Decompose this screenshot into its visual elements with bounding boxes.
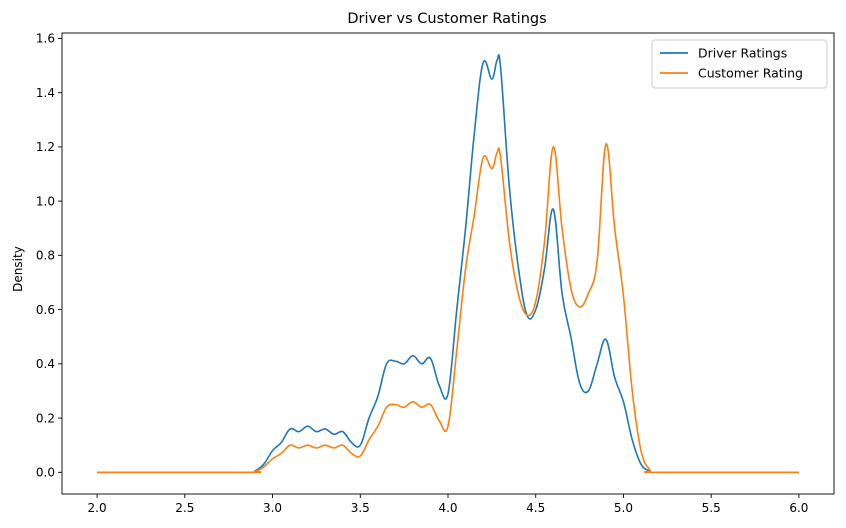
x-tick-label: 2.0 <box>88 501 107 515</box>
legend: Driver Ratings Customer Rating <box>651 39 828 89</box>
y-axis-label: Density <box>11 246 25 292</box>
y-tick-label: 1.0 <box>36 194 55 208</box>
series-line-driver-ratings <box>97 54 799 474</box>
x-tick-label: 5.0 <box>614 501 633 515</box>
x-axis: 2.0 2.5 3.0 3.5 4.0 4.5 5.0 5.5 6.0 <box>88 494 808 515</box>
legend-label: Customer Rating <box>698 66 803 81</box>
y-axis: 0.0 0.2 0.4 0.6 0.8 1.0 1.2 1.4 1.6 <box>36 32 62 480</box>
legend-label: Driver Ratings <box>698 46 787 61</box>
x-tick-label: 2.5 <box>175 501 194 515</box>
y-tick-label: 0.4 <box>36 357 55 371</box>
chart-title: Driver vs Customer Ratings <box>347 11 546 27</box>
y-tick-label: 0.0 <box>36 466 55 480</box>
y-tick-label: 0.6 <box>36 303 55 317</box>
x-tick-label: 3.5 <box>351 501 370 515</box>
y-tick-label: 1.6 <box>36 32 55 46</box>
series-line-customer-rating <box>97 143 799 474</box>
x-tick-label: 3.0 <box>263 501 282 515</box>
y-tick-label: 0.8 <box>36 249 55 263</box>
x-tick-label: 6.0 <box>789 501 808 515</box>
y-tick-label: 1.4 <box>36 86 55 100</box>
x-tick-label: 4.5 <box>526 501 545 515</box>
y-tick-label: 0.2 <box>36 411 55 425</box>
x-tick-label: 4.0 <box>438 501 457 515</box>
x-tick-label: 5.5 <box>702 501 721 515</box>
legend-box <box>651 39 828 89</box>
y-tick-label: 1.2 <box>36 140 55 154</box>
